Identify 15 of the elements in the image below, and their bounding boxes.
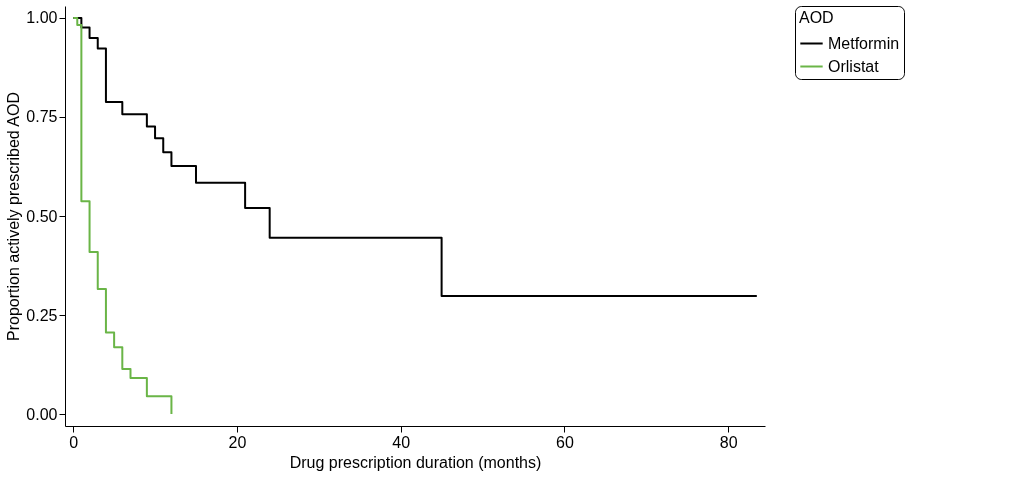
x-tick-label: 20 (228, 433, 247, 451)
y-tick-label: 1.00 (26, 9, 58, 27)
x-tick-label: 40 (392, 433, 411, 451)
x-axis-title: Drug prescription duration (months) (289, 453, 542, 471)
x-tick-label: 60 (556, 433, 574, 451)
y-tick-label: 0.75 (26, 108, 58, 126)
legend-label: Orlistat (828, 57, 880, 75)
x-tick-label: 0 (69, 433, 79, 451)
legend-title: AOD (799, 9, 834, 26)
y-axis-title: Proportion actively prescribed AOD (5, 92, 23, 341)
y-tick-label: 0.50 (26, 207, 58, 225)
x-tick-label: 80 (719, 433, 738, 451)
legend-label: Metformin (828, 34, 900, 52)
y-tick-label: 0.00 (26, 405, 58, 423)
y-tick-label: 0.25 (26, 306, 58, 324)
